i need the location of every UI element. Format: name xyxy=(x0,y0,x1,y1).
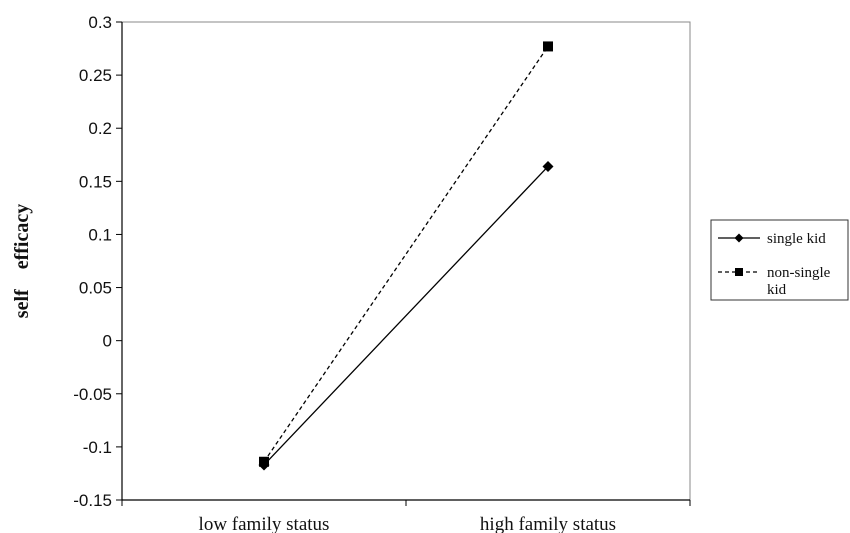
legend-label: kid xyxy=(767,282,787,298)
y-tick-label: -0.1 xyxy=(83,438,112,457)
y-tick-label: 0.2 xyxy=(88,119,112,138)
y-axis-label: self efficacy xyxy=(11,204,33,318)
legend-marker-diamond xyxy=(734,233,744,243)
y-tick-label: -0.05 xyxy=(73,385,112,404)
y-tick-label: 0.25 xyxy=(79,66,112,85)
y-axis-ticks: 0.3 0.25 0.2 0.15 0.1 0.05 0 -0.05 -0.1 -0.15 xyxy=(73,13,122,510)
x-tick-label: low family status xyxy=(199,514,330,533)
data-point-square xyxy=(259,456,269,467)
data-point-square xyxy=(543,41,553,52)
y-tick-label: -0.15 xyxy=(73,491,112,510)
legend-box xyxy=(710,219,849,301)
y-tick-label: 0.15 xyxy=(79,172,112,191)
x-axis-ticks: low family status high family status xyxy=(121,500,691,533)
y-tick-label: 0.3 xyxy=(88,13,112,32)
y-tick-label: 0.05 xyxy=(79,279,112,298)
plot-area xyxy=(121,21,691,501)
series-lines xyxy=(263,46,549,466)
data-point-diamond xyxy=(542,160,554,172)
legend-label: single kid xyxy=(767,231,826,247)
legend-marker-square xyxy=(735,268,743,276)
series-line-1 xyxy=(263,166,549,466)
x-tick-label: high family status xyxy=(480,514,616,533)
y-tick-label: 0.1 xyxy=(88,225,112,244)
legend-label: non-single xyxy=(767,265,831,281)
y-tick-label: 0 xyxy=(103,332,112,351)
series-markers xyxy=(258,41,554,471)
